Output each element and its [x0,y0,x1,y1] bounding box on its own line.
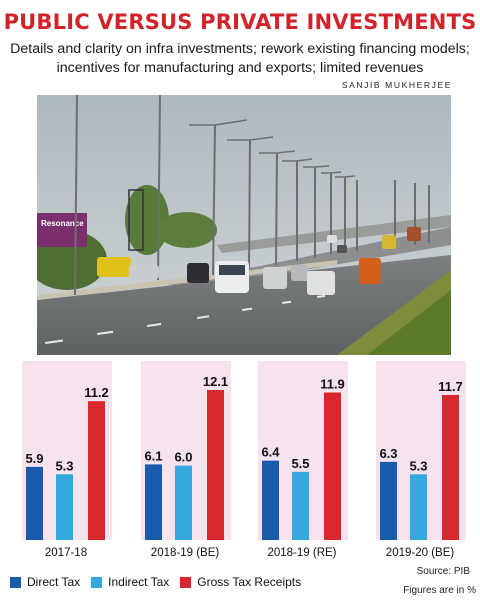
bar-direct-tax-2018-19-re [262,460,279,540]
billboard-text: Resonance [41,219,84,228]
data-label-indirect-tax-2017-18: 5.3 [55,458,73,473]
legend-swatch-direct-tax [10,576,21,588]
legend-label-indirect-tax: Indirect Tax [108,575,170,589]
bar-indirect-tax-2018-19-re [292,471,309,540]
bar-indirect-tax-2019-20-be [410,474,427,540]
data-label-direct-tax-2018-19-re: 6.4 [261,445,280,460]
bar-direct-tax-2018-19-be [145,464,162,540]
bar-direct-tax-2017-18 [26,466,43,540]
highway-photo: Resonance [37,95,451,355]
data-label-gross-tax-receipts-2017-18: 11.2 [84,385,109,400]
data-label-gross-tax-receipts-2018-19-be: 12.1 [203,374,228,389]
category-label-2019-20-be: 2019-20 (BE) [386,547,455,559]
legend-item-direct-tax: Direct Tax [10,575,80,589]
bar-gross-tax-receipts-2018-19-re [324,392,341,540]
source-note: Source: PIB [416,566,470,577]
bar-indirect-tax-2018-19-be [175,465,192,540]
data-label-indirect-tax-2019-20-be: 5.3 [409,458,427,473]
legend-swatch-indirect-tax [91,576,103,588]
category-label-2017-18: 2017-18 [45,547,87,559]
data-label-direct-tax-2017-18: 5.9 [25,451,43,466]
chart-legend: Direct Tax Indirect Tax Gross Tax Receip… [10,575,301,589]
legend-swatch-gross-tax [180,576,192,588]
legend-item-indirect-tax: Indirect Tax [91,575,169,589]
data-label-indirect-tax-2018-19-be: 6.0 [174,450,192,465]
bar-gross-tax-receipts-2017-18 [88,401,105,540]
data-label-gross-tax-receipts-2018-19-re: 11.9 [320,376,345,391]
data-label-indirect-tax-2018-19-re: 5.5 [291,456,309,471]
units-note: Figures are in % [403,585,476,596]
category-label-2018-19-be: 2018-19 (BE) [151,547,220,559]
legend-label-direct-tax: Direct Tax [27,575,81,589]
legend-item-gross-tax: Gross Tax Receipts [180,575,301,589]
bar-gross-tax-receipts-2018-19-be [207,390,224,540]
legend-label-gross-tax: Gross Tax Receipts [197,575,302,589]
bar-gross-tax-receipts-2019-20-be [442,394,459,540]
byline: SANJIB MUKHERJEE [341,80,452,90]
data-label-gross-tax-receipts-2019-20-be: 11.7 [438,379,463,394]
data-label-direct-tax-2018-19-be: 6.1 [144,448,162,463]
bar-direct-tax-2019-20-be [380,461,397,540]
highway-photo-illustration: Resonance [37,95,451,355]
data-label-direct-tax-2019-20-be: 6.3 [379,446,397,461]
bar-indirect-tax-2017-18 [56,474,73,540]
tax-chart: 5.9 5.3 11.2 2017-18 6.1 6.0 12.1 2018-19 (BE) 6… [22,361,466,559]
subtitle: Details and clarity on infra investments… [10,41,470,76]
category-label-2018-19-re: 2018-19 (RE) [267,547,336,559]
page-title: PUBLIC VERSUS PRIVATE INVESTMENTS [3,10,477,34]
